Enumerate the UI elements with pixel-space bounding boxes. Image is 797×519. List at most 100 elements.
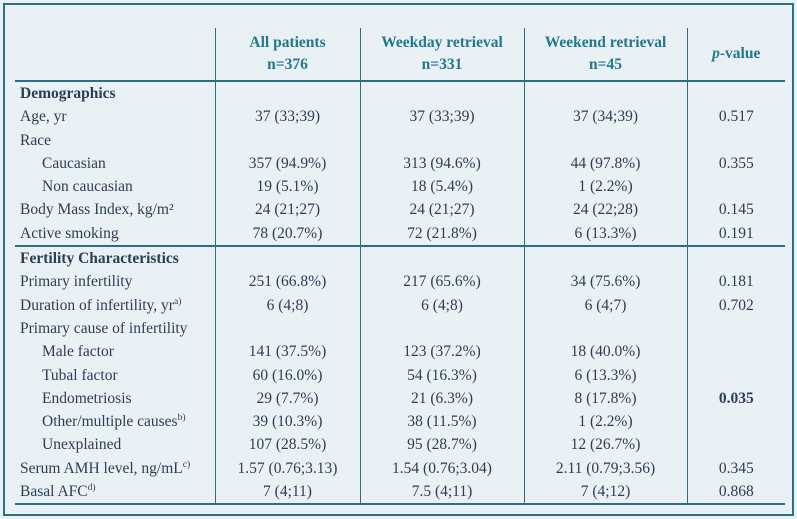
p-value-cell: 0.868 (686, 480, 785, 506)
value-cell: 95 (28.7%) (359, 433, 524, 457)
value-cell: 19 (5.1%) (214, 175, 360, 199)
value-cell: 44 (97.8%) (523, 151, 687, 176)
row-label: Duration of infertility, yra) (20, 295, 182, 314)
value-cell: 12 (26.7%) (523, 433, 687, 457)
p-italic: p (712, 45, 720, 62)
value-cell: 7 (4;11) (214, 480, 360, 506)
table-row: Duration of infertility, yra) 6 (4;8) 6 (4… (15, 293, 785, 317)
value-cell (359, 316, 524, 341)
value-cell: 54 (16.3%) (359, 363, 524, 387)
value-cell: 6 (13.3%) (523, 221, 687, 247)
value-cell: 37 (33;39) (214, 105, 360, 129)
header-empty-cell (15, 28, 215, 82)
row-label: Primary cause of infertility (20, 319, 188, 337)
header-weekend-retrieval: Weekend retrieval n=45 (523, 28, 687, 82)
value-cell: 7.5 (4;11) (359, 480, 524, 506)
value-cell: 60 (16.0%) (214, 363, 360, 387)
row-label: Male factor (42, 343, 114, 361)
value-cell (214, 316, 360, 341)
table-row: Serum AMH level, ng/mLc) 1.57 (0.76;3.13)… (15, 456, 785, 481)
value-cell: 1.54 (0.76;3.04) (359, 456, 524, 481)
row-label: Caucasian (42, 154, 106, 172)
value-cell: 8 (17.8%) (523, 386, 687, 411)
p-value-cell (686, 433, 785, 457)
section-title: Fertility Characteristics (15, 245, 215, 271)
value-cell: 29 (7.7%) (214, 386, 360, 411)
value-cell: 18 (5.4%) (359, 175, 524, 199)
footnote-marker: b) (177, 412, 186, 423)
row-label: Unexplained (42, 436, 122, 454)
table-row: Age, yr 37 (33;39) 37 (33;39) 37 (34;39) 0.5… (15, 105, 785, 129)
value-cell (214, 81, 360, 106)
row-label: Other/multiple causesb) (42, 412, 186, 431)
row-label: Primary infertility (20, 273, 133, 291)
value-cell: 34 (75.6%) (523, 270, 687, 294)
table-row: Race (15, 128, 785, 152)
row-label: Basal AFCd) (15, 480, 215, 506)
value-cell (523, 316, 687, 341)
row-label: Active smoking (20, 224, 119, 242)
p-value-cell: 0.702 (686, 293, 785, 317)
header-row: All patients n=376 Weekday retrieval n=3… (15, 28, 785, 82)
row-label: Endometriosis (42, 389, 132, 407)
value-cell (523, 81, 687, 106)
row-label: Body Mass Index, kg/m² (20, 201, 174, 219)
footnote-marker: d) (87, 481, 96, 493)
table-row: Caucasian 357 (94.9%) 313 (94.6%) 44 (97.8%… (15, 151, 785, 176)
row-label: Non caucasian (42, 178, 133, 196)
value-cell: 357 (94.9%) (214, 151, 360, 176)
value-cell: 107 (28.5%) (214, 433, 360, 457)
value-cell (523, 128, 687, 152)
value-cell: 6 (4;8) (214, 293, 360, 317)
header-weekday-retrieval: Weekday retrieval n=331 (359, 28, 524, 82)
value-cell: 24 (21;27) (359, 198, 524, 222)
p-value-cell (686, 410, 785, 434)
p-rest: -value (719, 45, 761, 62)
column-n: n=376 (267, 56, 308, 73)
value-cell: 313 (94.6%) (359, 151, 524, 176)
value-cell: 2.11 (0.79;3.56) (523, 456, 687, 481)
footnote-marker: c) (182, 458, 191, 470)
table-row: Non caucasian 19 (5.1%) 18 (5.4%) 1 (2.2%) (15, 175, 785, 199)
p-value-cell (686, 128, 785, 152)
value-cell: 1 (2.2%) (523, 175, 687, 199)
table-row: Tubal factor 60 (16.0%) 54 (16.3%) 6 (13.3%… (15, 363, 785, 387)
table-row: Active smoking 78 (20.7%) 72 (21.8%) 6 (13.… (15, 221, 785, 247)
row-label: Race (20, 131, 51, 149)
p-value-cell: 0.181 (686, 270, 785, 294)
column-title: All patients (249, 34, 326, 51)
value-cell (359, 81, 524, 106)
header-all-patients: All patients n=376 (214, 28, 360, 82)
value-cell: 251 (66.8%) (214, 270, 360, 294)
value-cell: 6 (4;7) (523, 293, 687, 317)
value-cell (214, 128, 360, 152)
section-title: Demographics (20, 85, 116, 102)
value-cell: 7 (4;12) (523, 480, 687, 506)
p-value-cell: 0.145 (686, 198, 785, 222)
footnote-marker: a) (173, 295, 182, 307)
p-value-cell (686, 81, 785, 106)
value-cell: 78 (20.7%) (214, 221, 360, 247)
p-value-cell: 0.035 (686, 386, 785, 411)
row-label: Age, yr (20, 108, 67, 126)
value-cell: 141 (37.5%) (214, 340, 360, 364)
table-row: Primary cause of infertility (15, 316, 785, 341)
column-title: Weekday retrieval (381, 34, 503, 51)
section-header-row: Fertility Characteristics (15, 245, 785, 271)
table-row: Endometriosis 29 (7.7%) 21 (6.3%) 8 (17.8%)… (15, 386, 785, 411)
patient-characteristics-table: All patients n=376 Weekday retrieval n=3… (15, 28, 785, 506)
row-label: Serum AMH level, ng/mLc) (20, 458, 191, 477)
value-cell (359, 128, 524, 152)
column-title: Weekend retrieval (544, 34, 667, 51)
p-value-cell (686, 175, 785, 199)
value-cell (359, 245, 524, 271)
column-n: n=331 (421, 56, 463, 73)
p-value-cell: 0.345 (686, 456, 785, 481)
row-label: Tubal factor (42, 366, 118, 384)
table-row: Male factor 141 (37.5%) 123 (37.2%) 18 (40.… (15, 340, 785, 364)
p-value-cell: 0.191 (686, 221, 785, 247)
value-cell: 24 (22;28) (523, 198, 687, 222)
p-value-cell: 0.517 (686, 105, 785, 129)
p-value-cell (686, 245, 785, 271)
